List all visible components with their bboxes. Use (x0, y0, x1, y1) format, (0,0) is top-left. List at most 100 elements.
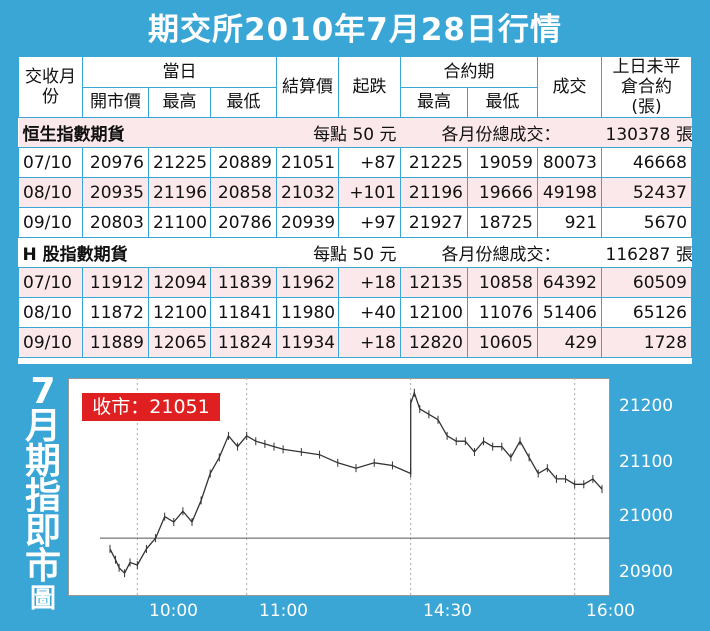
open-cell: 20935 (82, 177, 149, 208)
table-row: 09/10 11889 12065 11824 11934 +18 12820 … (18, 327, 692, 358)
table-row: 09/10 20803 21100 20786 20939 +97 21927 … (18, 207, 692, 238)
change-cell: +97 (338, 207, 402, 238)
y-tick-label: 21000 (619, 506, 674, 526)
section-per-point: 每點 50 元 (210, 117, 401, 148)
day-group-header: 當日 (81, 56, 278, 88)
x-tick-label: 11:00 (259, 601, 308, 621)
low-cell: 20858 (209, 177, 278, 208)
contract-high-cell: 21196 (400, 177, 469, 208)
change-cell: +18 (338, 267, 402, 298)
oi-cell: 1728 (601, 327, 692, 358)
table-row: 07/10 11912 12094 11839 11962 +18 12135 … (18, 267, 692, 298)
futures-quote-table: 交收月份 當日 結算價 起跌 合約期 成交 上日未平倉合約(張) 開市價 最高 … (18, 56, 692, 358)
contract-high-cell: 21225 (400, 147, 469, 178)
settle-cell: 11962 (276, 267, 340, 298)
y-tick-label: 21100 (619, 452, 674, 472)
chart-label-char: 圖 (29, 584, 56, 614)
price-series-line (109, 390, 603, 575)
header-row-2: 開市價 最高 最低 最高 最低 (19, 86, 692, 118)
contract-low-cell: 11076 (467, 297, 539, 328)
low-cell: 11824 (209, 327, 278, 358)
section-name: H 股指數期貨 (18, 237, 211, 268)
contract-high-header: 最高 (400, 86, 469, 118)
settle-cell: 21051 (276, 147, 340, 178)
open-cell: 20976 (82, 147, 149, 178)
close-price-badge: 收市：21051 (82, 393, 220, 421)
contract-low-cell: 18725 (467, 207, 539, 238)
page-title: 期交所2010年7月28日行情 (148, 12, 562, 48)
volume-cell: 429 (537, 327, 603, 358)
contract-low-header: 最低 (467, 86, 539, 118)
quote-table-container: 交收月份 當日 結算價 起跌 合約期 成交 上日未平倉合約(張) 開市價 最高 … (18, 56, 692, 364)
open-cell: 20803 (82, 207, 149, 238)
volume-cell: 49198 (537, 177, 603, 208)
settle-cell: 20939 (276, 207, 340, 238)
change-cell: +87 (338, 147, 402, 178)
change-cell: +40 (338, 297, 402, 328)
prev-oi-header: 上日未平倉合約(張) (601, 56, 692, 118)
table-row: 08/10 11872 12100 11841 11980 +40 12100 … (18, 297, 692, 328)
y-tick-label: 20900 (619, 562, 674, 582)
month-cell: 08/10 (18, 177, 83, 208)
x-tick-label: 14:30 (423, 601, 472, 621)
low-cell: 11839 (209, 267, 278, 298)
settle-cell: 11934 (276, 327, 340, 358)
high-cell: 12094 (148, 267, 211, 298)
chart-label-char: 期 (24, 441, 61, 482)
chart-label-char: 指 (24, 476, 61, 517)
low-cell: 20786 (209, 207, 278, 238)
table-row: 07/10 20976 21225 20889 21051 +87 21225 … (18, 147, 692, 178)
chart-label-char: 市 (24, 546, 61, 587)
contract-month-header: 交收月份 (18, 56, 83, 118)
chart-side-label: 7 月 期 指 即 市 圖 (22, 374, 64, 624)
section-name: 恒生指數期貨 (18, 117, 211, 148)
month-cell: 07/10 (18, 267, 83, 298)
high-cell: 21100 (148, 207, 211, 238)
high-header: 最高 (148, 86, 211, 118)
volume-cell: 64392 (537, 267, 603, 298)
section-header-hsi: 恒生指數期貨 每點 50 元 各月份總成交： 130378 張 (18, 117, 692, 148)
contract-low-cell: 19666 (467, 177, 539, 208)
volume-cell: 51406 (537, 297, 603, 328)
contract-high-cell: 12820 (400, 327, 469, 358)
oi-cell: 5670 (601, 207, 692, 238)
low-header: 最低 (209, 86, 278, 118)
open-cell: 11872 (82, 297, 149, 328)
section-total: 116287 張 (601, 237, 692, 268)
table-row: 08/10 20935 21196 20858 21032 +101 21196… (18, 177, 692, 208)
chart-label-char: 7 (30, 371, 56, 412)
change-header: 起跌 (338, 56, 402, 118)
contract-group-header: 合約期 (400, 56, 539, 88)
volume-header: 成交 (537, 56, 603, 118)
open-cell: 11912 (82, 267, 149, 298)
month-cell: 09/10 (18, 207, 83, 238)
section-total: 130378 張 (601, 117, 692, 148)
low-cell: 20889 (209, 147, 278, 178)
change-cell: +18 (338, 327, 402, 358)
header-row-1: 交收月份 當日 結算價 起跌 合約期 成交 上日未平倉合約(張) (18, 56, 692, 118)
oi-cell: 60509 (601, 267, 692, 298)
volume-cell: 80073 (537, 147, 603, 178)
oi-cell: 46668 (601, 147, 692, 178)
month-cell: 08/10 (18, 297, 83, 328)
settle-cell: 21032 (276, 177, 340, 208)
contract-low-cell: 10605 (467, 327, 539, 358)
contract-low-cell: 10858 (467, 267, 539, 298)
high-cell: 21225 (148, 147, 211, 178)
y-tick-label: 21200 (619, 396, 674, 416)
settle-header: 結算價 (276, 56, 340, 118)
settle-cell: 11980 (276, 297, 340, 328)
oi-cell: 65126 (601, 297, 692, 328)
contract-high-cell: 12100 (400, 297, 469, 328)
contract-high-cell: 21927 (400, 207, 469, 238)
month-cell: 07/10 (18, 147, 83, 178)
contract-low-cell: 19059 (467, 147, 539, 178)
section-per-point: 每點 50 元 (210, 237, 401, 268)
month-cell: 09/10 (18, 327, 83, 358)
chart-label-char: 月 (24, 406, 61, 447)
chart-label-char: 即 (24, 511, 61, 552)
high-cell: 12065 (148, 327, 211, 358)
section-total-label: 各月份總成交： (400, 117, 602, 148)
high-cell: 21196 (148, 177, 211, 208)
